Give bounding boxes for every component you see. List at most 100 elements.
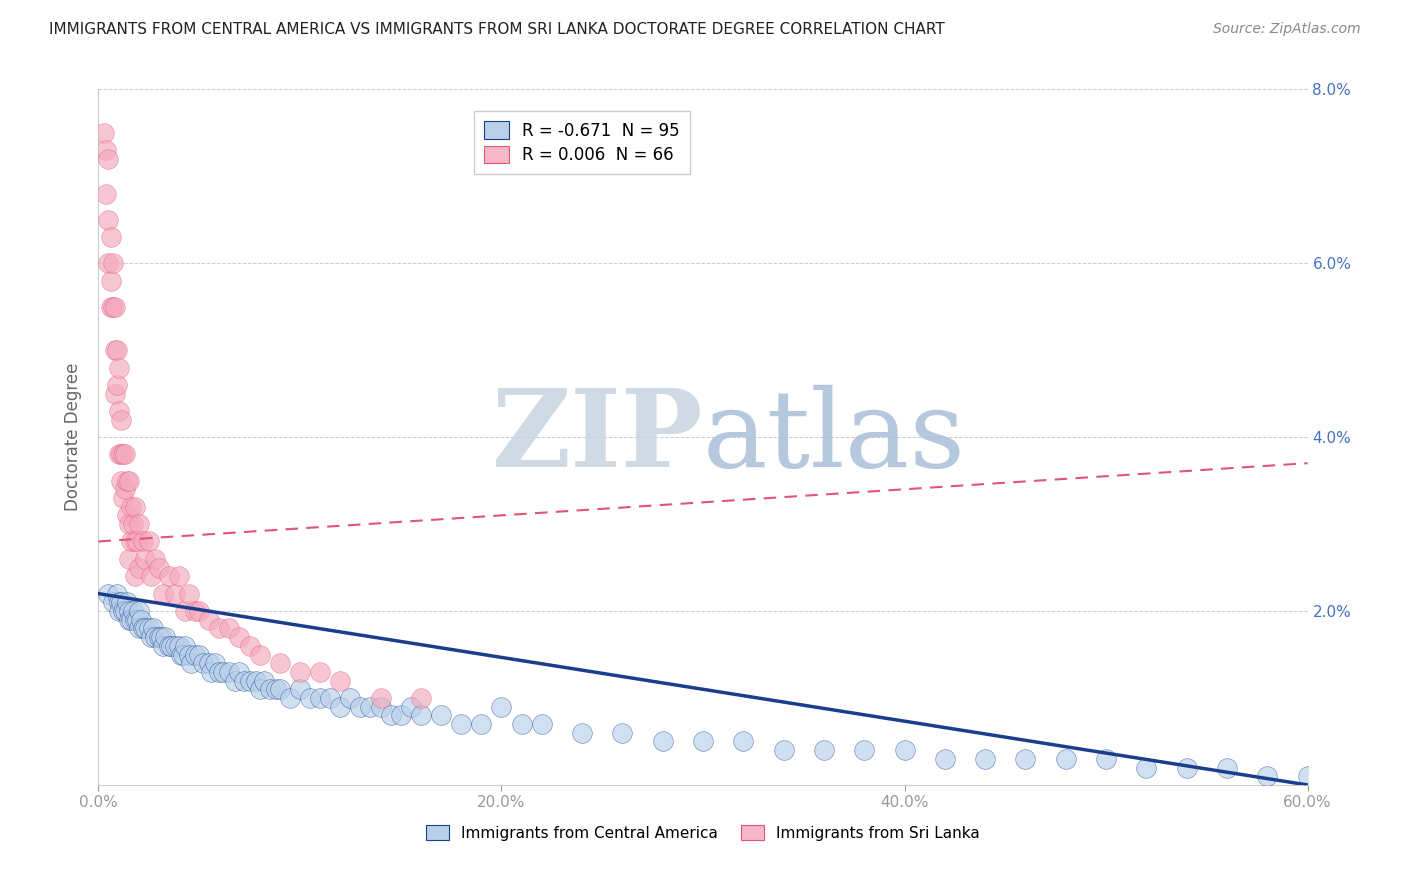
Point xyxy=(105,587,128,601)
Point xyxy=(692,734,714,748)
Point xyxy=(134,621,156,635)
Point xyxy=(249,648,271,662)
Point xyxy=(121,516,143,531)
Point xyxy=(218,665,240,679)
Point xyxy=(114,482,136,496)
Point xyxy=(97,152,120,166)
Point xyxy=(571,726,593,740)
Point xyxy=(97,212,120,227)
Point xyxy=(128,560,150,574)
Point xyxy=(612,726,634,740)
Point xyxy=(107,447,129,462)
Point xyxy=(134,551,156,566)
Point xyxy=(103,386,125,401)
Point xyxy=(110,412,132,426)
Point xyxy=(339,690,361,705)
Point xyxy=(1216,760,1239,774)
Point xyxy=(100,300,122,314)
Point xyxy=(143,551,166,566)
Point xyxy=(114,604,136,618)
Point xyxy=(107,360,129,375)
Point xyxy=(167,639,190,653)
Point xyxy=(853,743,876,757)
Point xyxy=(101,256,124,270)
Point xyxy=(180,657,202,671)
Point xyxy=(157,639,180,653)
Point xyxy=(249,682,271,697)
Point xyxy=(132,621,155,635)
Point xyxy=(1095,752,1118,766)
Point xyxy=(105,343,128,357)
Point xyxy=(120,534,142,549)
Point xyxy=(124,613,146,627)
Point xyxy=(115,508,138,523)
Point xyxy=(218,621,240,635)
Point xyxy=(103,300,125,314)
Point xyxy=(491,699,513,714)
Point xyxy=(228,665,250,679)
Point xyxy=(309,665,332,679)
Point xyxy=(288,665,311,679)
Point xyxy=(152,587,174,601)
Point xyxy=(118,604,141,618)
Point xyxy=(450,717,472,731)
Point xyxy=(224,673,246,688)
Point xyxy=(389,708,412,723)
Point xyxy=(111,447,134,462)
Point xyxy=(264,682,287,697)
Point xyxy=(128,516,150,531)
Point xyxy=(409,708,432,723)
Point xyxy=(142,621,165,635)
Point xyxy=(111,604,134,618)
Point xyxy=(138,621,160,635)
Point xyxy=(118,516,141,531)
Point xyxy=(105,377,128,392)
Point xyxy=(193,657,215,671)
Point xyxy=(118,474,141,488)
Point xyxy=(100,273,122,287)
Point xyxy=(110,474,132,488)
Point xyxy=(772,743,794,757)
Point xyxy=(269,682,291,697)
Point xyxy=(208,665,231,679)
Point xyxy=(380,708,402,723)
Point xyxy=(114,447,136,462)
Point xyxy=(188,648,211,662)
Text: ZIP: ZIP xyxy=(492,384,703,490)
Point xyxy=(110,595,132,609)
Point xyxy=(153,630,176,644)
Point xyxy=(239,639,262,653)
Point xyxy=(115,474,138,488)
Point xyxy=(934,752,956,766)
Point xyxy=(167,569,190,583)
Point xyxy=(228,630,250,644)
Point xyxy=(163,587,186,601)
Point xyxy=(111,491,134,505)
Point xyxy=(200,665,222,679)
Point xyxy=(128,604,150,618)
Legend: Immigrants from Central America, Immigrants from Sri Lanka: Immigrants from Central America, Immigra… xyxy=(420,819,986,847)
Point xyxy=(184,648,207,662)
Point xyxy=(132,534,155,549)
Point xyxy=(107,604,129,618)
Point xyxy=(893,743,915,757)
Point xyxy=(125,613,148,627)
Point xyxy=(110,447,132,462)
Y-axis label: Doctorate Degree: Doctorate Degree xyxy=(65,363,83,511)
Point xyxy=(157,569,180,583)
Point xyxy=(103,343,125,357)
Point xyxy=(530,717,553,731)
Point xyxy=(360,699,382,714)
Point xyxy=(259,682,281,697)
Point xyxy=(129,613,152,627)
Point xyxy=(1135,760,1157,774)
Point xyxy=(107,595,129,609)
Point xyxy=(1014,752,1036,766)
Point xyxy=(148,630,170,644)
Point xyxy=(121,604,143,618)
Point xyxy=(309,690,332,705)
Point xyxy=(179,587,201,601)
Point xyxy=(174,604,197,618)
Point xyxy=(172,648,194,662)
Point xyxy=(253,673,276,688)
